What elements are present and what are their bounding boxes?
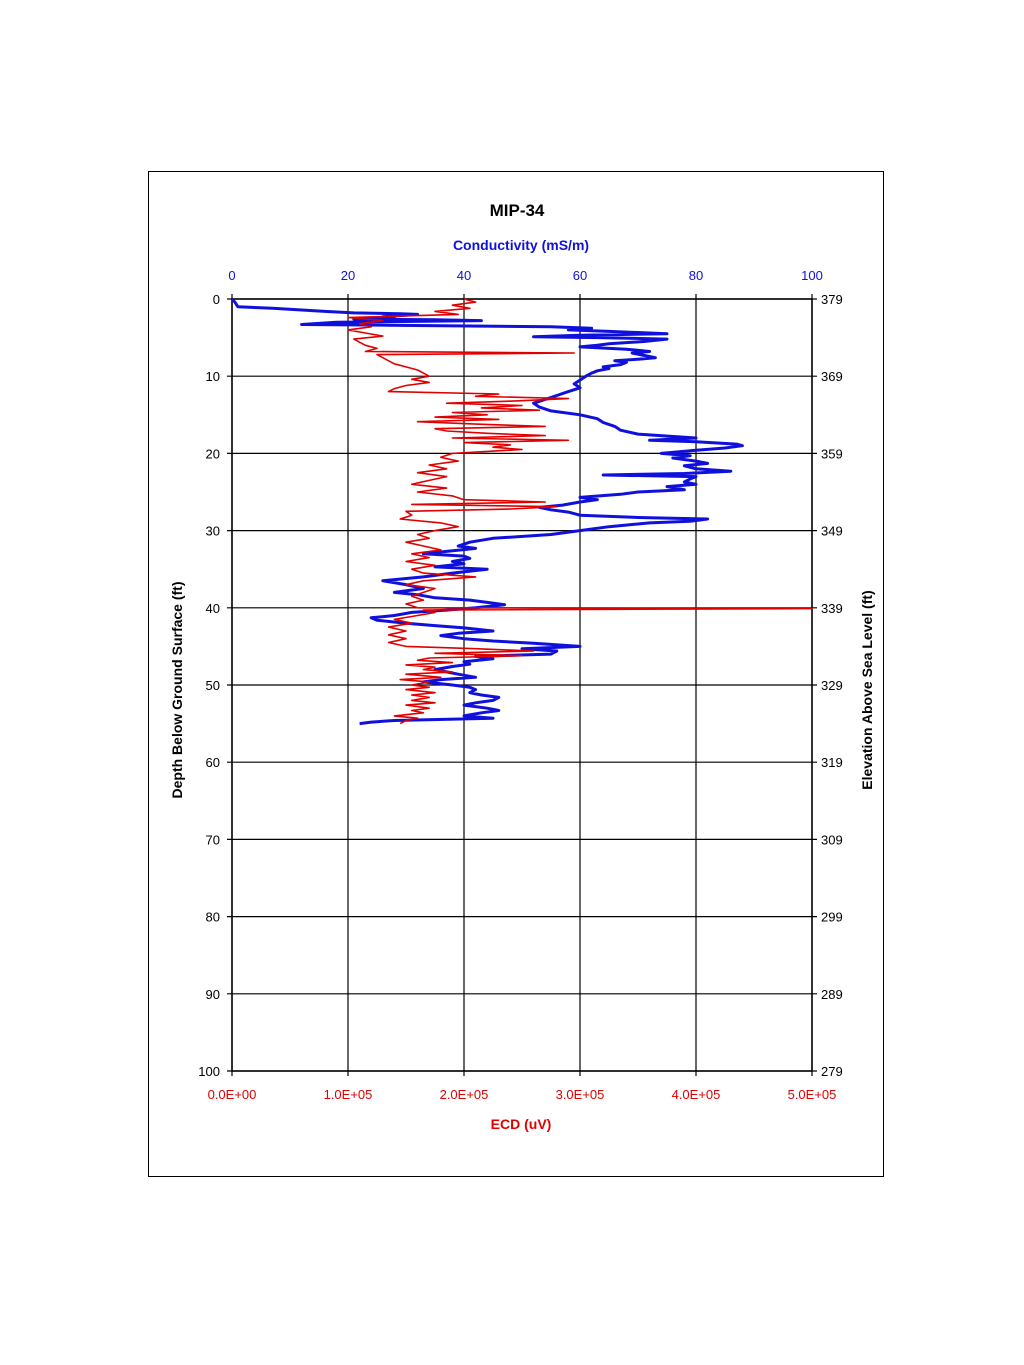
chart-frame — [148, 171, 884, 1177]
bottom-axis-tick-label: 0.0E+00 — [208, 1087, 257, 1102]
top-axis-tick-label: 40 — [457, 268, 471, 283]
left-axis-tick-label: 70 — [206, 832, 220, 847]
left-axis-tick-label: 50 — [206, 678, 220, 693]
right-axis-tick-label: 329 — [821, 678, 843, 693]
right-axis-tick-label: 359 — [821, 446, 843, 461]
left-axis-tick-label: 90 — [206, 987, 220, 1002]
chart-title: MIP-34 — [490, 201, 545, 220]
top-axis-tick-label: 100 — [801, 268, 823, 283]
left-axis-tick-label: 60 — [206, 755, 220, 770]
right-axis-tick-label: 349 — [821, 524, 843, 539]
bottom-axis-tick-label: 4.0E+05 — [672, 1087, 721, 1102]
conductivity-series-line — [230, 297, 744, 726]
left-axis-tick-label: 30 — [206, 524, 220, 539]
left-axis-tick-label: 80 — [206, 910, 220, 925]
right-axis-title: Elevation Above Sea Level (ft) — [859, 590, 875, 789]
left-axis-tick-label: 0 — [213, 292, 220, 307]
grid-layer — [227, 294, 817, 1076]
right-axis-tick-label: 319 — [821, 755, 843, 770]
left-axis-tick-label: 20 — [206, 446, 220, 461]
series-layer — [230, 297, 813, 726]
bottom-axis-tick-label: 2.0E+05 — [440, 1087, 489, 1102]
left-axis-tick-label: 40 — [206, 601, 220, 616]
left-axis-tick-label: 10 — [206, 369, 220, 384]
tick-layer: 0 0.0E+00 20 1.0E+05 40 2.0E+05 60 3.0E+05 80 4.0… — [198, 268, 842, 1102]
bottom-axis-tick-label: 5.0E+05 — [788, 1087, 837, 1102]
top-axis-tick-label: 20 — [341, 268, 355, 283]
left-axis-tick-label: 100 — [198, 1064, 220, 1079]
top-axis-tick-label: 80 — [689, 268, 703, 283]
right-axis-tick-label: 379 — [821, 292, 843, 307]
right-axis-tick-label: 289 — [821, 987, 843, 1002]
ecd-series-line — [347, 298, 813, 725]
left-axis-title: Depth Below Ground Surface (ft) — [169, 582, 185, 799]
bottom-axis-tick-label: 3.0E+05 — [556, 1087, 605, 1102]
right-axis-tick-label: 309 — [821, 832, 843, 847]
right-axis-tick-label: 279 — [821, 1064, 843, 1079]
top-axis-tick-label: 0 — [228, 268, 235, 283]
right-axis-tick-label: 339 — [821, 601, 843, 616]
top-axis-tick-label: 60 — [573, 268, 587, 283]
top-axis-title: Conductivity (mS/m) — [453, 237, 589, 253]
right-axis-tick-label: 299 — [821, 910, 843, 925]
right-axis-tick-label: 369 — [821, 369, 843, 384]
bottom-axis-tick-label: 1.0E+05 — [324, 1087, 373, 1102]
bottom-axis-title: ECD (uV) — [491, 1116, 552, 1132]
